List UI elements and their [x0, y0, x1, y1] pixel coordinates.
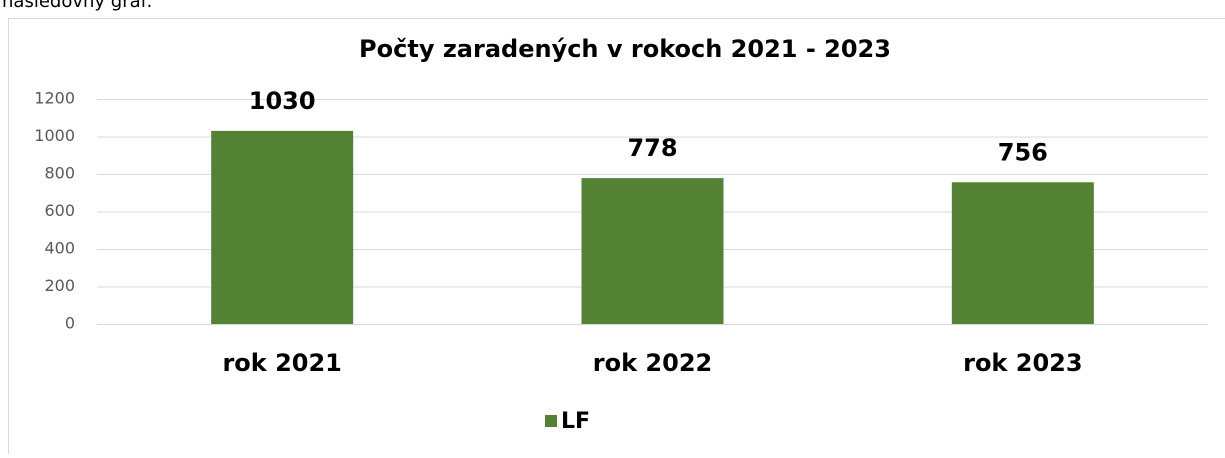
y-tick-label: 0 [65, 314, 75, 333]
intro-text: nasledovný graf: [2, 0, 152, 12]
bar [582, 178, 724, 324]
data-label: 778 [627, 134, 677, 162]
y-tick-label: 1200 [34, 89, 75, 108]
y-tick-label: 200 [44, 276, 75, 295]
y-tick-label: 1000 [34, 126, 75, 145]
legend-swatch [545, 415, 557, 427]
x-tick-label: rok 2022 [593, 349, 712, 377]
x-tick-label: rok 2021 [222, 349, 341, 377]
data-label: 756 [998, 138, 1048, 166]
chart-title: Počty zaradených v rokoch 2021 - 2023 [359, 35, 891, 63]
bar [952, 182, 1094, 324]
y-tick-label: 800 [44, 164, 75, 183]
x-tick-label: rok 2023 [963, 349, 1082, 377]
y-tick-label: 400 [44, 239, 75, 258]
bar [211, 131, 353, 324]
legend-label: LF [561, 409, 590, 434]
y-tick-label: 600 [44, 201, 75, 220]
data-label: 1030 [249, 87, 316, 115]
